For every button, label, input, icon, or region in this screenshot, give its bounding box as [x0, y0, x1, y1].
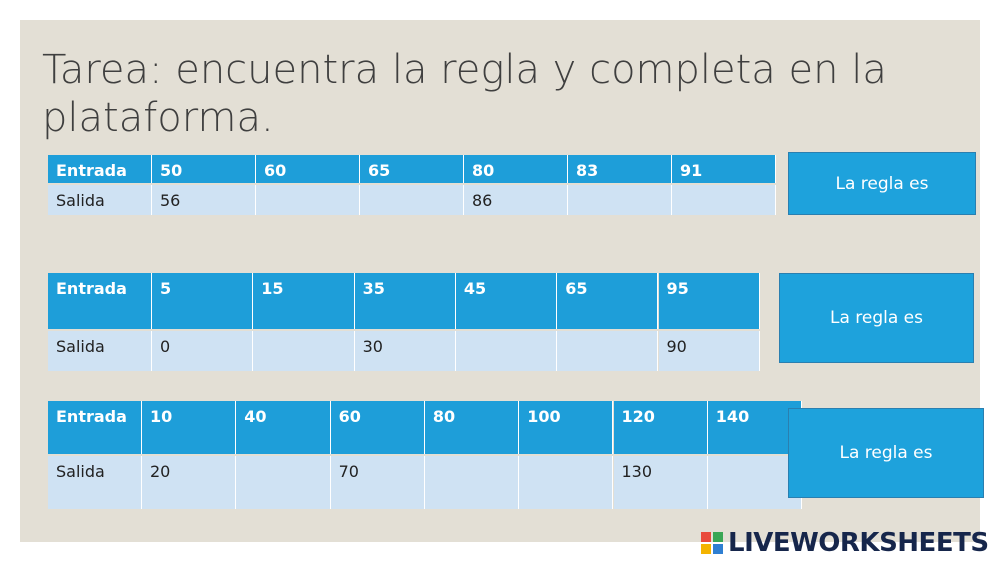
table-cell: 60: [256, 155, 360, 183]
empty-cell: [256, 185, 360, 215]
table-cell: 10: [142, 401, 237, 454]
table-cell: 65: [557, 273, 659, 329]
table-cell: 20: [142, 456, 237, 509]
table-cell: 80: [464, 155, 568, 183]
table-cell: 50: [152, 155, 256, 183]
empty-cell: [236, 456, 331, 509]
table-cell: 0: [152, 331, 254, 371]
empty-cell: [424, 456, 520, 509]
table-cell: 120: [613, 401, 708, 454]
empty-cell: [672, 185, 776, 215]
table-cell: 5: [152, 273, 254, 329]
table-cell: 15: [253, 273, 355, 329]
row-header: Entrada: [48, 273, 152, 329]
table-cell: 90: [658, 331, 760, 371]
title: Tarea: encuentra la regla y completa en …: [42, 47, 887, 141]
table-cell: 56: [152, 185, 256, 215]
brand-logo: LIVEWORKSHEETS: [700, 528, 989, 558]
table-cell: 45: [455, 273, 558, 329]
brand-text: LIVEWORKSHEETS: [728, 528, 989, 558]
table-cell: 30: [354, 331, 456, 371]
rule-box[interactable]: La regla es: [788, 152, 976, 215]
table-cell: 60: [330, 401, 425, 454]
table-cell: 95: [658, 273, 760, 329]
table-cell: 65: [360, 155, 464, 183]
row-header: Entrada: [48, 401, 142, 454]
table-cell: 80: [424, 401, 520, 454]
rule-box[interactable]: La regla es: [779, 273, 974, 363]
empty-cell: [557, 331, 659, 371]
table-cell: 83: [568, 155, 672, 183]
table-cell: 140: [707, 401, 803, 454]
rule-box[interactable]: La regla es: [788, 408, 984, 498]
table-cell: 86: [464, 185, 568, 215]
empty-cell: [568, 185, 672, 215]
row-header: Entrada: [48, 155, 152, 183]
table-cell: 130: [613, 456, 708, 509]
row-header: Salida: [48, 331, 152, 371]
row-header: Salida: [48, 456, 142, 509]
row-header: Salida: [48, 185, 152, 215]
empty-cell: [455, 331, 558, 371]
table-cell: 91: [672, 155, 776, 183]
table-cell: 100: [519, 401, 614, 454]
table-cell: 35: [354, 273, 456, 329]
logo-icon: [700, 531, 724, 555]
empty-cell: [253, 331, 355, 371]
table-cell: 70: [330, 456, 425, 509]
table-cell: 40: [236, 401, 331, 454]
empty-cell: [519, 456, 614, 509]
empty-cell: [360, 185, 464, 215]
empty-cell: [707, 456, 803, 509]
